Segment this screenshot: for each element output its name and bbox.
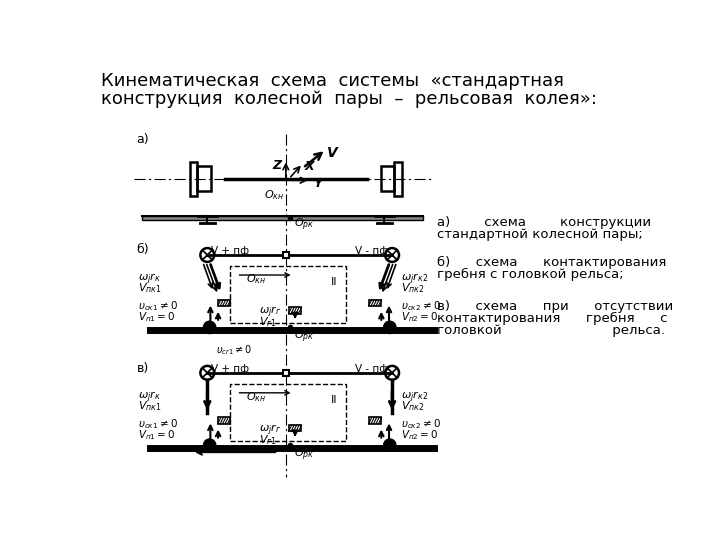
Text: $O_{\it{кн}}$: $O_{\it{кн}}$ bbox=[246, 390, 266, 403]
Bar bbox=[142, 215, 423, 220]
Bar bbox=[289, 425, 301, 431]
Text: $\upsilon_{ск1}{\neq}0$: $\upsilon_{ск1}{\neq}0$ bbox=[138, 417, 178, 431]
Bar bbox=[369, 417, 382, 423]
Text: $V_{пк2}$: $V_{пк2}$ bbox=[401, 399, 425, 413]
Text: а): а) bbox=[137, 132, 149, 146]
Circle shape bbox=[384, 321, 396, 334]
Bar bbox=[283, 252, 289, 258]
Bar bbox=[230, 383, 346, 441]
Bar bbox=[218, 300, 230, 306]
Text: $\upsilon_{ск1}{\neq}0$: $\upsilon_{ск1}{\neq}0$ bbox=[138, 300, 178, 313]
Text: $\omega_j r_{к2}$: $\omega_j r_{к2}$ bbox=[401, 272, 428, 287]
Text: $V_{п1}{=}0$: $V_{п1}{=}0$ bbox=[138, 310, 176, 324]
Text: головкой                          рельса.: головкой рельса. bbox=[437, 325, 665, 338]
Text: б)      схема      контактирования: б) схема контактирования bbox=[437, 256, 666, 269]
Polygon shape bbox=[292, 312, 298, 316]
Bar bbox=[189, 162, 197, 195]
Text: $\omega_j r_{к2}$: $\omega_j r_{к2}$ bbox=[401, 390, 428, 405]
Text: $V_{г1}$: $V_{г1}$ bbox=[259, 433, 276, 447]
Bar bbox=[369, 300, 382, 306]
Text: $O_{\it{рк}}$: $O_{\it{рк}}$ bbox=[294, 447, 314, 463]
Text: $O_{\it{рк}}$: $O_{\it{рк}}$ bbox=[294, 217, 314, 233]
Text: V - пф: V - пф bbox=[355, 246, 388, 256]
Text: $\omega_j r_к$: $\omega_j r_к$ bbox=[138, 390, 161, 405]
Text: $\omega_j r_г$: $\omega_j r_г$ bbox=[259, 305, 282, 320]
Text: гребня с головкой рельса;: гребня с головкой рельса; bbox=[437, 268, 624, 281]
Text: стандартной колесной пары;: стандартной колесной пары; bbox=[437, 228, 642, 241]
Text: Кинематическая  схема  системы  «стандартная: Кинематическая схема системы «стандартна… bbox=[101, 72, 564, 91]
Text: II: II bbox=[330, 395, 337, 405]
Bar bbox=[230, 266, 346, 323]
Circle shape bbox=[204, 439, 216, 451]
Text: в)      схема      при      отсутствии: в) схема при отсутствии bbox=[437, 300, 673, 313]
Bar bbox=[395, 162, 402, 195]
Polygon shape bbox=[292, 430, 298, 434]
Text: $V_{пк1}$: $V_{пк1}$ bbox=[138, 281, 162, 295]
Text: $\upsilon_{ск2}{\neq}0$: $\upsilon_{ск2}{\neq}0$ bbox=[401, 417, 441, 431]
Text: $O_{\it{рк}}$: $O_{\it{рк}}$ bbox=[294, 329, 314, 345]
Text: б): б) bbox=[137, 244, 149, 256]
Text: $V_{п1}{=}0$: $V_{п1}{=}0$ bbox=[138, 428, 176, 442]
Text: $V_{п2}{=}0$: $V_{п2}{=}0$ bbox=[401, 310, 438, 324]
Text: II: II bbox=[330, 278, 337, 287]
Text: $V_{п2}{=}0$: $V_{п2}{=}0$ bbox=[401, 428, 438, 442]
Text: $O_{\it{кн}}$: $O_{\it{кн}}$ bbox=[246, 272, 266, 286]
Text: конструкция  колесной  пары  –  рельсовая  колея»:: конструкция колесной пары – рельсовая ко… bbox=[101, 90, 597, 108]
Text: $V_{г1}$: $V_{г1}$ bbox=[259, 315, 276, 329]
Text: V + пф: V + пф bbox=[211, 246, 249, 256]
Text: а)        схема        конструкции: а) схема конструкции bbox=[437, 215, 651, 229]
Text: $\omega_j r_к$: $\omega_j r_к$ bbox=[138, 272, 161, 287]
Text: $\upsilon_{ск2}{\neq}0$: $\upsilon_{ск2}{\neq}0$ bbox=[401, 300, 441, 313]
Text: контактирования      гребня      с: контактирования гребня с bbox=[437, 312, 667, 325]
Bar bbox=[283, 370, 289, 376]
Text: $\upsilon_{cr1}{\neq}0$: $\upsilon_{cr1}{\neq}0$ bbox=[216, 343, 253, 356]
Text: V - пф: V - пф bbox=[355, 363, 388, 374]
Text: V + пф: V + пф bbox=[211, 363, 249, 374]
Text: X: X bbox=[305, 160, 314, 173]
Text: в): в) bbox=[137, 362, 149, 375]
Text: $\omega_j r_г$: $\omega_j r_г$ bbox=[259, 423, 282, 438]
Circle shape bbox=[204, 321, 216, 334]
Text: $V_{пк1}$: $V_{пк1}$ bbox=[138, 399, 162, 413]
Circle shape bbox=[384, 439, 396, 451]
Text: $V_{пк2}$: $V_{пк2}$ bbox=[401, 281, 425, 295]
Bar bbox=[197, 166, 211, 191]
Text: Z: Z bbox=[272, 159, 282, 172]
Bar bbox=[381, 166, 395, 191]
Text: V: V bbox=[328, 146, 338, 160]
Bar bbox=[218, 417, 230, 423]
Text: $O_{\it{кн}}$: $O_{\it{кн}}$ bbox=[264, 188, 284, 202]
Text: Y: Y bbox=[312, 177, 322, 190]
Bar bbox=[289, 307, 301, 314]
